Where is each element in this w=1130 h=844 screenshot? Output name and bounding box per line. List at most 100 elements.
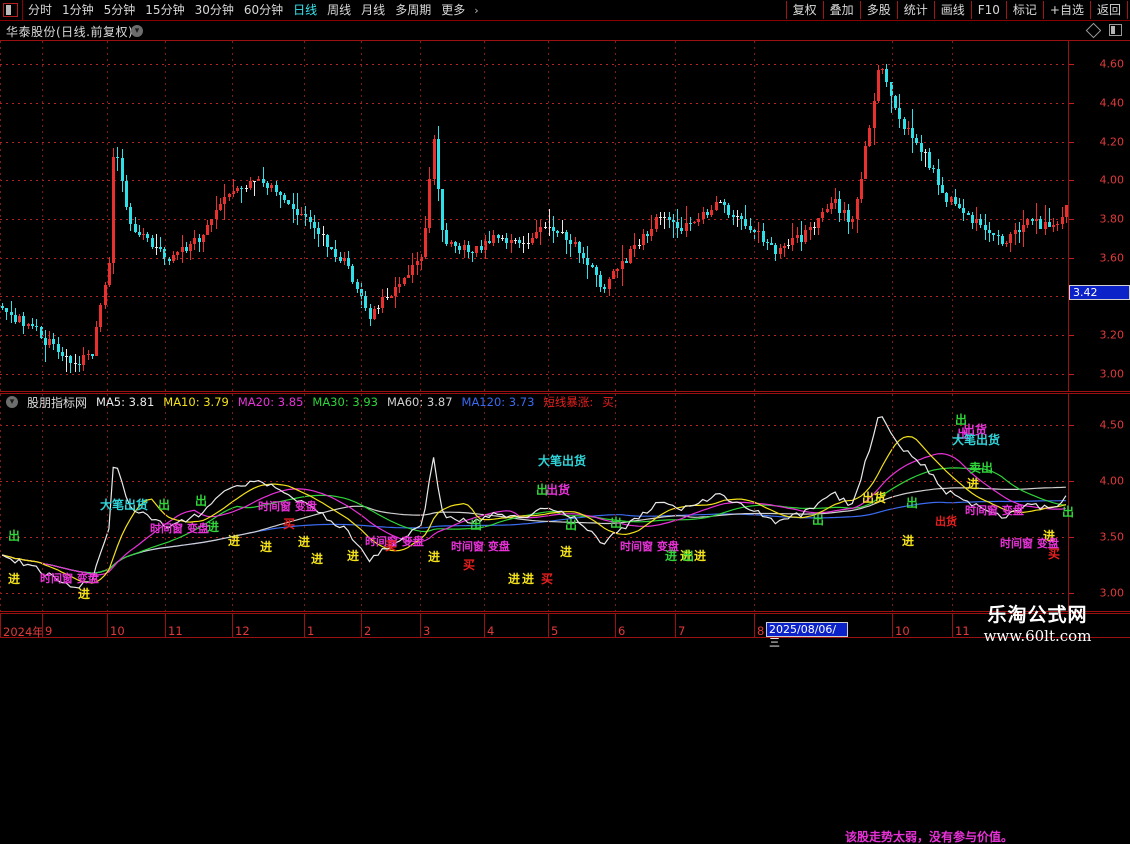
watermark-title: 乐淘公式网 <box>987 604 1088 626</box>
candle-body <box>522 243 526 245</box>
period-tab-6[interactable]: 日线 <box>293 3 318 17</box>
price-plot-area[interactable] <box>0 41 1068 391</box>
candle <box>420 254 422 270</box>
candle-body <box>667 217 671 221</box>
period-tab-1[interactable]: 1分钟 <box>62 3 94 17</box>
candle-body <box>244 188 248 190</box>
toolbar-button-0[interactable]: 复权 <box>785 1 824 19</box>
date-tick-line-5 <box>304 613 305 637</box>
candle-body <box>78 363 82 366</box>
candle-body <box>236 188 240 191</box>
toolbar-button-4[interactable]: 画线 <box>935 1 972 19</box>
period-tab-8[interactable]: 月线 <box>361 3 386 17</box>
signal-name-label: 短线暴涨: <box>543 395 594 409</box>
candle-body <box>146 233 150 239</box>
candle <box>967 210 969 215</box>
chart-annotation-5: 出 <box>158 498 171 512</box>
period-tab-4[interactable]: 30分钟 <box>194 3 234 17</box>
candle-body <box>987 229 991 233</box>
price-gridline-0 <box>0 64 1068 66</box>
candle-body <box>5 308 9 312</box>
candle-body <box>270 185 274 189</box>
candle <box>736 209 738 227</box>
period-tab-5[interactable]: 60分钟 <box>243 3 284 17</box>
period-tab-3[interactable]: 15分钟 <box>145 3 185 17</box>
chart-annotation-30: 出 <box>610 516 623 530</box>
price-chart-panel[interactable]: 4.604.404.204.003.803.603.403.203.003.42 <box>0 40 1130 392</box>
candle-body <box>821 212 825 219</box>
candle <box>87 350 89 361</box>
candle <box>758 222 760 244</box>
panel-toggle-icon[interactable] <box>3 3 18 17</box>
candle-body <box>52 339 56 345</box>
candle-body <box>735 216 739 218</box>
candle <box>993 232 995 242</box>
toolbar-action-group: 复权 叠加 多股 统计 画线 F10 标记 +自选 返回 <box>785 0 1128 20</box>
candle-body <box>671 220 675 223</box>
indicator-plot-area[interactable] <box>0 394 1068 611</box>
chevron-right-icon[interactable]: › <box>474 3 479 17</box>
period-tab-0[interactable]: 分时 <box>28 3 53 17</box>
toolbar-button-1[interactable]: 叠加 <box>824 1 861 19</box>
price-tickmark-7 <box>1069 334 1074 336</box>
candle <box>959 197 961 210</box>
diamond-icon[interactable] <box>1085 22 1102 38</box>
date-axis[interactable]: 2024年 9 10 11 12 1 2 3 4 5 6 7 8 10 11 2025/08/06/三 <box>0 613 1130 650</box>
period-tab-7[interactable]: 周线 <box>327 3 352 17</box>
candle-body <box>599 275 603 287</box>
vertical-gridline <box>615 394 616 611</box>
candle-body <box>911 127 915 138</box>
toolbar-button-6[interactable]: 标记 <box>1007 1 1044 19</box>
date-label-9: 5 <box>551 624 559 638</box>
top-toolbar: 分时 1分钟 5分钟 15分钟 30分钟 60分钟 日线 周线 月线 多周期 更多 › 复权 叠加 多股统… <box>0 0 1130 21</box>
candle-body <box>812 227 816 229</box>
selected-date-badge: 2025/08/06/三 <box>766 622 848 649</box>
candle-body <box>535 231 539 239</box>
chart-annotation-0: 出 <box>8 529 21 543</box>
period-tab-10[interactable]: 更多 <box>441 3 466 17</box>
chevron-down-icon[interactable]: ▾ <box>6 396 18 408</box>
price-tick-3: 4.00 <box>1099 173 1125 187</box>
candle-body <box>906 127 910 129</box>
toolbar-button-5[interactable]: F10 <box>972 1 1007 19</box>
chart-annotation-18: 进 <box>428 550 441 564</box>
toolbar-button-7[interactable]: +自选 <box>1044 1 1091 19</box>
candle <box>617 267 619 278</box>
candle-body <box>1034 219 1038 221</box>
date-label-4: 12 <box>235 624 250 638</box>
chart-annotation-21: 出货 <box>546 483 571 497</box>
period-tab-9[interactable]: 多周期 <box>395 3 432 17</box>
candle-body <box>1022 225 1026 233</box>
ma-legend-3: MA30: 3.93 <box>312 395 378 409</box>
candle-body <box>757 231 761 233</box>
chart-annotation-15: 进 <box>347 549 360 563</box>
candle-body <box>800 235 803 242</box>
candle-body <box>184 246 188 251</box>
toolbar-button-2[interactable]: 多股 <box>861 1 898 19</box>
candle-body <box>1043 221 1047 229</box>
candle-body <box>411 264 415 275</box>
candle <box>890 81 892 113</box>
candle <box>211 218 213 233</box>
chevron-down-icon[interactable]: ▾ <box>131 25 143 37</box>
candle-body <box>154 246 158 248</box>
candle-body <box>458 246 462 251</box>
date-tick-line-4 <box>232 613 233 637</box>
candle <box>91 354 93 360</box>
candle-body <box>740 216 744 219</box>
toolbar-button-3[interactable]: 统计 <box>898 1 935 19</box>
date-label-12: 8 <box>757 624 765 638</box>
candle-body <box>103 284 107 306</box>
candle-body <box>1060 217 1064 224</box>
toolbar-button-8[interactable]: 返回 <box>1091 1 1128 19</box>
candle-body <box>872 100 876 128</box>
candle <box>177 250 179 261</box>
candle-body <box>402 278 406 284</box>
candle-body <box>795 235 799 239</box>
candle <box>672 213 674 238</box>
date-label-8: 4 <box>487 624 495 638</box>
period-tab-2[interactable]: 5分钟 <box>103 3 136 17</box>
layout-icon[interactable] <box>1109 24 1122 36</box>
candle-body <box>317 227 321 235</box>
candle-body <box>612 270 616 279</box>
